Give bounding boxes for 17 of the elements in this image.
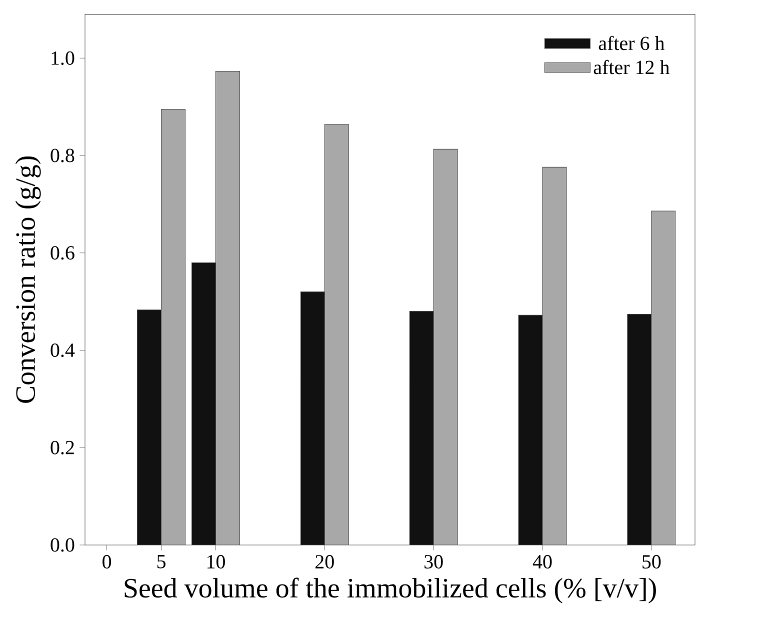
legend-label: after 12 h [594,60,670,74]
x-tick-label: 5 [157,555,166,568]
y-tick-label: 0.2 [50,440,74,454]
y-tick-label: 0.8 [50,148,74,162]
x-tick-label: 40 [532,555,552,569]
x-tick-label: 10 [207,555,225,569]
y-tick-label: 0.4 [50,343,75,358]
x-tick-label: 20 [316,555,334,569]
y-tick-label: 1.0 [52,51,74,65]
legend-label: after 6 h [598,36,664,50]
x-tick-label: 0 [102,555,112,569]
x-tick-label: 30 [424,555,443,569]
x-axis-title: Seed volume of the immobilized cells (% [v/v]) [124,578,656,604]
y-tick-label: 0.6 [50,246,74,260]
y-tick-label: 0.0 [50,538,74,552]
y-axis-title: Conversion ratio (g/g) [15,156,41,403]
x-tick-label: 50 [642,555,661,569]
